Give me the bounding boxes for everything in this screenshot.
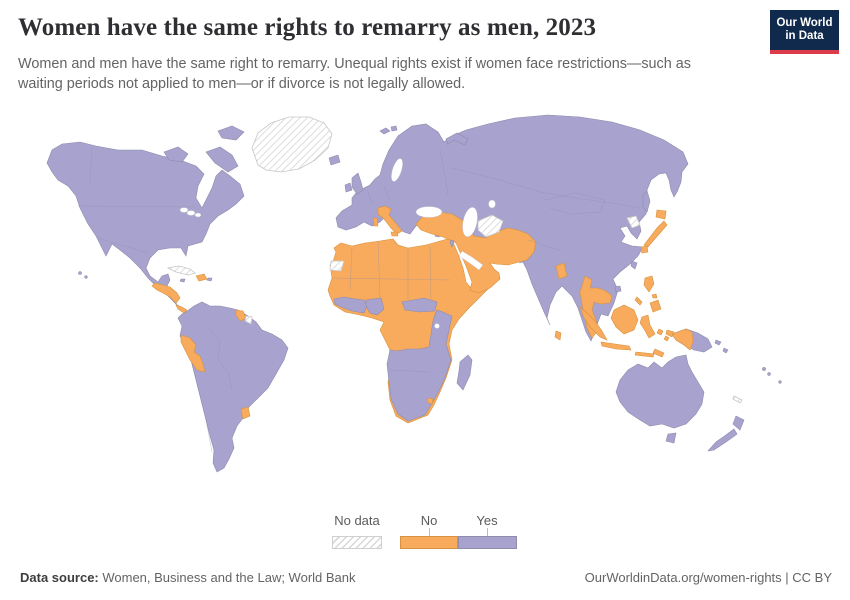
region-africa-north-and-horn[interactable] (327, 237, 491, 424)
region-novaya-zemlya[interactable] (445, 132, 469, 146)
region-guyana[interactable] (235, 309, 247, 322)
legend-swatch-no[interactable] (400, 536, 458, 549)
region-java[interactable] (600, 341, 632, 351)
region-sri-lanka[interactable] (554, 330, 562, 341)
legend-swatch-no-data[interactable] (332, 536, 382, 549)
great-lake-3 (194, 212, 202, 218)
region-jamaica[interactable] (179, 278, 186, 283)
region-new-zealand-south[interactable] (707, 428, 738, 452)
region-hawaii-2[interactable] (84, 275, 88, 279)
region-israel[interactable] (449, 239, 455, 248)
lake-victoria (434, 323, 440, 329)
regions-no (151, 205, 694, 420)
region-southern-east-africa[interactable] (386, 309, 453, 422)
region-central-african-republic[interactable] (401, 297, 438, 313)
legend-label-no[interactable]: No (420, 513, 438, 528)
region-arctic-island-victoria[interactable] (163, 146, 189, 163)
region-central-america[interactable] (151, 282, 181, 304)
legend-label-yes[interactable]: Yes (476, 513, 498, 528)
region-taiwan[interactable] (630, 260, 638, 270)
region-panama[interactable] (175, 304, 188, 314)
legend-label-no-data[interactable]: No data (334, 513, 380, 528)
data-source: Data source: Women, Business and the Law… (20, 570, 356, 585)
region-sardinia[interactable] (372, 217, 379, 227)
region-west-africa-coastal[interactable] (333, 296, 368, 314)
region-italy[interactable] (377, 205, 403, 235)
chart-footer: Data source: Women, Business and the Law… (0, 570, 850, 592)
region-western-sahara[interactable] (329, 260, 345, 272)
region-solomon-islands[interactable] (714, 339, 729, 354)
region-greenland[interactable] (251, 116, 333, 173)
region-nigeria[interactable] (365, 297, 385, 316)
regions-yes (46, 114, 782, 473)
black-sea (415, 206, 443, 218)
region-new-zealand-north[interactable] (732, 415, 745, 431)
logo-line2: in Data (785, 30, 824, 42)
region-north-korea[interactable] (626, 215, 641, 229)
data-source-label: Data source: (20, 570, 99, 585)
region-cuba[interactable] (166, 265, 196, 276)
owid-logo: Our World in Data (770, 10, 839, 54)
region-philippines[interactable] (634, 275, 662, 313)
region-sumatra[interactable] (579, 306, 608, 341)
region-borneo[interactable] (610, 304, 639, 335)
region-lesser-sunda[interactable] (634, 348, 665, 358)
baltic-sea (391, 158, 403, 182)
country-borders (77, 147, 641, 453)
persian-gulf (458, 250, 484, 271)
chart-subtitle: Women and men have the same right to rem… (18, 56, 691, 93)
legend-swatch-yes[interactable] (458, 536, 517, 549)
region-moluccas[interactable] (656, 328, 670, 342)
region-sulawesi[interactable] (639, 314, 656, 339)
region-svalbard[interactable] (379, 125, 398, 135)
region-eswatini[interactable] (426, 397, 434, 405)
lakes (179, 158, 496, 329)
region-arctic-island-baffin[interactable] (205, 146, 239, 173)
region-hispaniola[interactable] (195, 273, 208, 282)
region-uruguay[interactable] (240, 406, 251, 420)
aral-sea (488, 199, 496, 209)
world-map (46, 114, 782, 473)
region-madagascar[interactable] (456, 354, 473, 391)
region-fiji[interactable] (762, 367, 766, 371)
region-sakhalin[interactable] (642, 190, 651, 213)
region-tasmania[interactable] (665, 432, 677, 444)
region-french-guiana[interactable] (244, 315, 253, 325)
region-fiji-2[interactable] (767, 372, 771, 376)
region-hainan[interactable] (614, 285, 622, 293)
region-pacific-island[interactable] (778, 380, 782, 384)
regions-no-data (166, 116, 743, 404)
region-australia[interactable] (615, 354, 705, 429)
region-new-caledonia[interactable] (732, 395, 743, 404)
region-turkmenistan[interactable] (477, 214, 504, 238)
region-japan[interactable] (640, 209, 668, 254)
region-bangladesh[interactable] (555, 262, 568, 280)
region-south-america[interactable] (177, 301, 289, 473)
page-title: Women have the same rights to remarry as… (18, 14, 597, 41)
region-arctic-island-ellesmere[interactable] (217, 125, 245, 141)
region-hawaii[interactable] (78, 271, 82, 275)
logo-line1: Our World (776, 16, 833, 29)
region-puerto-rico[interactable] (206, 277, 213, 282)
attribution-link[interactable]: OurWorldinData.org/women-rights | CC BY (584, 570, 832, 585)
region-north-america[interactable] (46, 141, 245, 313)
region-iceland[interactable] (328, 154, 341, 166)
great-lake-1 (179, 207, 189, 213)
region-ireland[interactable] (344, 182, 353, 193)
data-source-value: Women, Business and the Law; World Bank (98, 570, 356, 585)
caspian-sea (462, 207, 478, 237)
great-lake-2 (186, 210, 196, 216)
region-sicily[interactable] (390, 231, 399, 237)
region-west-papua[interactable] (665, 328, 694, 351)
legend-tick-no (429, 528, 430, 536)
region-great-britain[interactable] (351, 172, 364, 195)
legend-tick-yes (487, 528, 488, 536)
region-peru[interactable] (180, 334, 206, 373)
